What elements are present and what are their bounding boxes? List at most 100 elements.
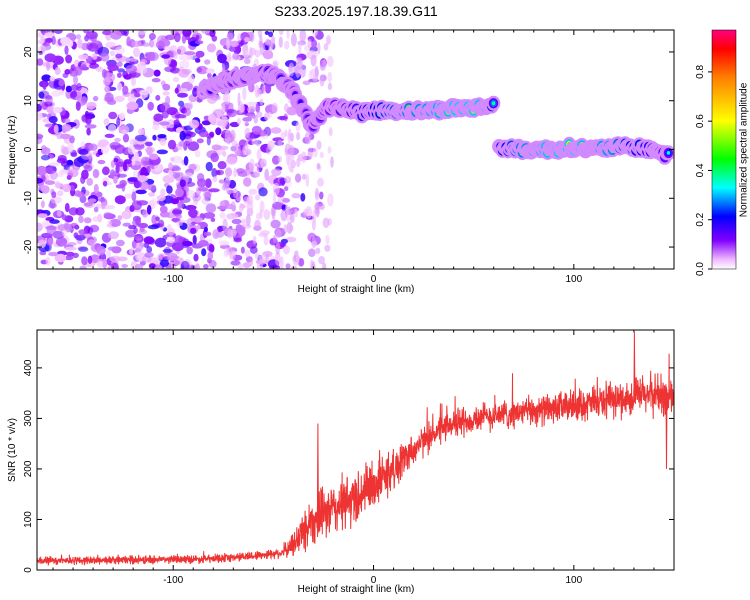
noise-blob [254,167,260,178]
noise-blob [187,141,200,152]
noise-blob [166,185,173,194]
colorbar-tick-label: 0.8 [695,64,706,78]
noise-blob [233,237,242,243]
noise-blob [328,127,333,137]
noise-blob [327,193,334,207]
noise-blob [70,152,78,158]
noise-blob [144,252,154,258]
spectrogram-x-ticks: -100 0 100 [52,30,675,285]
noise-blob [167,169,174,177]
noise-blob [262,84,266,95]
noise-blob [125,229,136,238]
noise-blob [322,262,327,269]
noise-blob [218,179,225,184]
noise-blob [73,74,78,85]
noise-blob [244,58,251,65]
noise-blob [129,248,134,255]
noise-blob [296,157,301,168]
snr-y-axis-label: SNR (10 * v/v) [7,418,18,482]
noise-blob [283,224,289,233]
noise-blob [48,202,57,209]
noise-blob [114,46,126,55]
noise-blob [205,178,212,189]
noise-blob [140,166,147,177]
snr-series-line [37,332,674,567]
noise-blob [179,105,186,114]
noise-blob [131,191,137,202]
noise-blob [201,30,211,34]
noise-blob [269,177,274,187]
noise-blob [295,254,300,264]
noise-blob [119,125,130,135]
noise-blob [74,224,80,230]
noise-blob [58,240,63,245]
noise-blob [182,30,192,37]
noise-blob [231,218,242,225]
noise-blob [249,46,253,60]
noise-blob [198,240,209,247]
noise-blob [194,150,201,158]
noise-blob [92,216,99,222]
noise-blob [280,131,286,140]
noise-blob [64,246,77,251]
noise-blob [314,187,319,198]
noise-blob [186,246,193,255]
noise-blob [102,205,115,210]
noise-blob [240,246,245,254]
noise-blob [233,167,237,178]
noise-blob [290,33,297,47]
noise-blob [148,263,156,269]
noise-blob [271,102,278,114]
noise-blob [323,43,329,51]
noise-blob [58,79,65,87]
noise-blob [199,131,208,137]
noise-blob [192,217,204,223]
noise-blob [75,101,81,111]
snr-x-axis-label: Height of straight line (km) [298,584,415,595]
noise-blob [49,76,55,82]
noise-blob [40,154,50,161]
noise-blob [69,135,75,144]
noise-blob [125,64,137,74]
noise-blob [278,30,284,36]
noise-blob [80,141,86,150]
noise-blob [251,125,262,135]
noise-blob [81,114,87,122]
noise-blob [57,155,67,162]
noise-blob [188,163,197,171]
noise-blob [49,219,60,224]
noise-blob [137,65,148,74]
noise-blob [228,46,236,52]
y-tick-label: -10 [23,191,34,206]
noise-blob [123,159,132,165]
noise-blob [259,42,265,56]
noise-blob [69,184,75,192]
noise-blob [156,194,166,202]
noise-blob [87,227,94,235]
noise-blob [125,209,130,214]
noise-blob [291,193,301,199]
noise-blob [173,235,184,244]
ridge-blob [491,101,496,106]
noise-blob [48,116,58,124]
noise-blob [44,123,55,128]
noise-blob [319,151,324,159]
noise-blob [87,239,96,246]
noise-blob [277,155,283,163]
noise-blob [116,82,123,91]
noise-blob [48,162,60,167]
noise-blob [304,131,312,145]
noise-blob [311,241,318,247]
noise-blob [87,255,93,264]
noise-blob [288,128,292,140]
noise-blob [274,251,281,266]
noise-blob [170,59,178,69]
noise-blob [115,53,123,59]
noise-blob [212,229,220,240]
noise-blob [284,186,289,192]
noise-blob [174,32,181,43]
noise-blob [159,259,170,268]
noise-blob [298,257,305,267]
noise-blob [221,102,226,112]
noise-blob [89,34,97,42]
